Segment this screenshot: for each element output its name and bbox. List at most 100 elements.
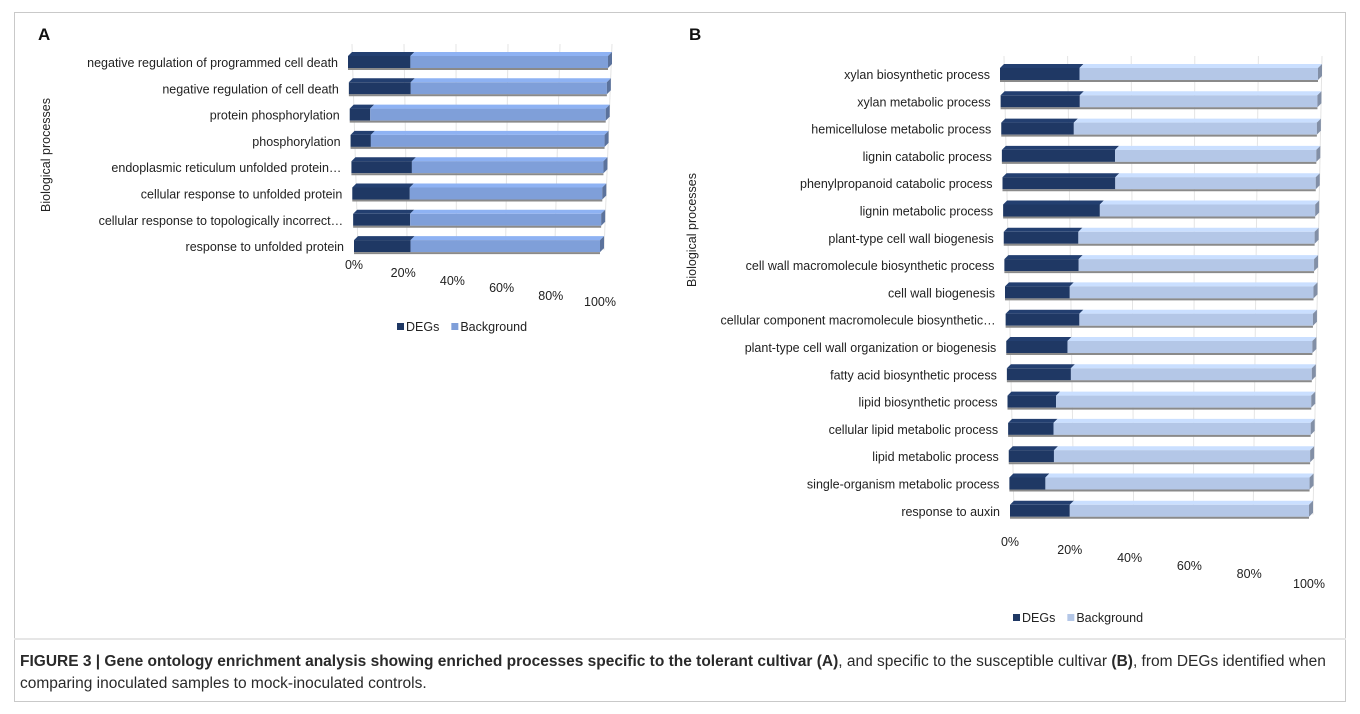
x-tick-label: 0% [1001, 535, 1019, 549]
bar-segment-degs [1006, 341, 1068, 353]
bar-row: xylan metabolic process [857, 91, 1322, 110]
bar-segment-degs [351, 161, 412, 174]
bar-row: cellular component macromolecule biosynt… [720, 309, 1317, 328]
bar-side [600, 236, 604, 253]
bar-top-background [410, 236, 604, 241]
bar-row: lipid biosynthetic process [859, 391, 1316, 410]
category-label: protein phosphorylation [210, 109, 340, 123]
bar-side [1311, 364, 1316, 381]
bar-top-degs [349, 104, 375, 109]
bar-segment-background [1069, 286, 1314, 299]
bar-segment-degs [1000, 68, 1080, 80]
legend-swatch-degs [397, 323, 404, 330]
caption-lead: FIGURE 3 | Gene ontology enrichment anal… [20, 653, 839, 670]
bar-top-background [1099, 200, 1320, 205]
category-label: hemicellulose metabolic process [811, 123, 991, 137]
bar-side [1310, 446, 1315, 463]
bar-segment-background [411, 161, 604, 174]
bar-segment-degs [1002, 177, 1116, 190]
bar-side [1312, 309, 1317, 326]
bar-segment-background [1053, 450, 1311, 463]
category-label: cellular lipid metabolic process [829, 423, 999, 437]
legend-label-degs: DEGs [1022, 611, 1055, 625]
bar-top-degs [352, 183, 414, 188]
bar-top-background [1073, 118, 1321, 123]
bar-segment-background [1079, 95, 1318, 108]
bar-row: negative regulation of programmed cell d… [87, 52, 612, 70]
bar-segment-degs [348, 56, 411, 68]
bar-segment-background [1078, 231, 1315, 244]
panel-letter: B [689, 25, 701, 44]
bar-segment-degs [1005, 313, 1080, 326]
bar-segment-degs [1008, 450, 1054, 463]
bar-top-background [1079, 64, 1322, 68]
bar-segment-background [1045, 477, 1310, 490]
category-label: cellular response to unfolded protein [141, 188, 343, 202]
bar-segment-degs [349, 108, 371, 121]
bar-top-background [1053, 446, 1315, 451]
bar-row: cellular response to unfolded protein [141, 183, 607, 202]
bar-row: single-organism metabolic process [807, 473, 1314, 492]
bar-segment-background [410, 213, 602, 226]
bar-top-background [1079, 309, 1317, 314]
bar-segment-degs [1001, 149, 1116, 162]
x-tick-label: 40% [440, 274, 465, 288]
bar-row: cell wall biogenesis [888, 282, 1318, 301]
bar-side [601, 209, 606, 226]
bar-top-background [370, 130, 609, 135]
bar-side [1310, 418, 1315, 435]
bar-segment-degs [1003, 204, 1100, 217]
bar-side [1313, 282, 1318, 299]
bar-segment-background [1056, 395, 1312, 408]
x-tick-label: 80% [1237, 567, 1262, 581]
bar-segment-background [1070, 368, 1312, 381]
bar-top-background [1078, 227, 1319, 232]
bar-top-degs [350, 130, 375, 135]
bar-top-degs [348, 52, 415, 56]
x-tick-label: 0% [345, 258, 363, 272]
bar-top-background [1056, 391, 1316, 396]
bar-row: plant-type cell wall organization or bio… [745, 337, 1317, 355]
category-label: lipid biosynthetic process [859, 396, 998, 410]
category-label: phenylpropanoid catabolic process [800, 177, 993, 191]
bar-top-background [1079, 91, 1322, 96]
x-tick-label: 60% [1177, 559, 1202, 573]
bar-side [604, 130, 609, 147]
bar-side [1311, 391, 1316, 408]
bar-row: cell wall macromolecule biosynthetic pro… [746, 255, 1319, 274]
category-label: negative regulation of cell death [162, 82, 339, 96]
bar-segment-background [1069, 504, 1309, 517]
legend-label-degs: DEGs [406, 320, 439, 334]
caption-b-ref: (B) [1111, 653, 1133, 670]
bar-side [1316, 145, 1321, 162]
bar-top-background [1115, 145, 1321, 150]
figure-frame [14, 12, 1346, 702]
category-label: plant-type cell wall organization or bio… [745, 341, 997, 355]
category-label: single-organism metabolic process [807, 478, 999, 492]
bar-top-degs [1008, 418, 1058, 423]
bar-segment-degs [1009, 477, 1046, 490]
bar-row: xylan biosynthetic process [844, 64, 1322, 82]
bar-top-degs [354, 236, 415, 241]
bar-segment-background [410, 240, 600, 253]
x-tick-label: 80% [538, 289, 563, 303]
category-label: lignin metabolic process [860, 205, 993, 219]
bar-top-background [1069, 500, 1313, 505]
bar-segment-background [1053, 422, 1311, 435]
bar-side [1317, 91, 1322, 108]
bar-side [1309, 500, 1313, 517]
x-tick-label: 100% [584, 295, 616, 309]
bar-segment-background [410, 56, 608, 68]
bar-segment-degs [348, 82, 411, 95]
bar-segment-degs [1001, 122, 1074, 135]
panel-letter: A [38, 25, 50, 44]
bar-segment-degs [1003, 231, 1079, 244]
bar-top-degs [1001, 118, 1078, 123]
bar-row: negative regulation of cell death [162, 78, 611, 97]
bar-side [603, 157, 608, 174]
bar-segment-background [409, 187, 603, 200]
bar-row: lipid metabolic process [872, 446, 1315, 465]
legend-label-background: Background [1076, 611, 1143, 625]
category-label: cell wall macromolecule biosynthetic pro… [746, 259, 995, 273]
category-label: response to auxin [901, 505, 1000, 519]
